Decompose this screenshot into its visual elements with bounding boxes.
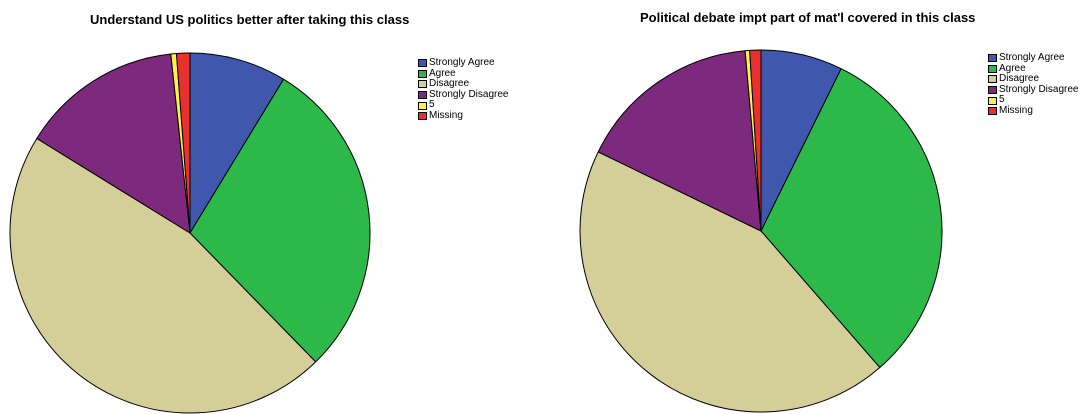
legend-swatch xyxy=(418,101,427,110)
pie-slice-agree xyxy=(189,78,371,363)
pie-chart-svg xyxy=(9,52,371,414)
legend-item-disagree: Disagree xyxy=(988,74,1078,85)
legend-item-missing: Missing xyxy=(418,109,508,122)
legend-label: Missing xyxy=(999,104,1033,116)
legend-swatch xyxy=(988,54,997,63)
legend-label: Agree xyxy=(429,67,456,79)
legend-swatch xyxy=(988,64,997,73)
legend-item-strongly-disagree: Strongly Disagree xyxy=(418,88,509,101)
legend-label: 5 xyxy=(999,94,1005,106)
legend-swatch xyxy=(418,112,427,121)
chart-title: Understand US politics better after taki… xyxy=(90,12,410,27)
legend-label: Disagree xyxy=(999,73,1040,85)
chart-legend: Strongly Agree Agree Disagree Strongly Disa… xyxy=(418,57,509,122)
chart-legend: Strongly Agree Agree Disagree Strongly Disa… xyxy=(988,52,1079,117)
legend-label: Strongly Agree xyxy=(429,57,495,68)
legend-label: Strongly Disagree xyxy=(429,88,509,100)
pie-chart-understand-politics: Understand US politics better after taki… xyxy=(0,0,540,414)
legend-swatch xyxy=(418,69,427,78)
legend-swatch xyxy=(988,86,997,95)
chart-title: Political debate impt part of mat'l cove… xyxy=(640,10,976,25)
legend-item-agree: Agree xyxy=(988,62,1078,75)
legend-swatch xyxy=(418,91,427,100)
legend-item-5: 5 xyxy=(988,95,1078,106)
legend-swatch xyxy=(418,80,427,89)
pie-slice-strongly-disagree xyxy=(597,50,762,232)
pie-slice-strongly-disagree xyxy=(36,53,191,234)
legend-swatch xyxy=(988,75,997,84)
legend-item-strongly-agree: Strongly Agree xyxy=(418,57,508,69)
legend-item-5: 5 xyxy=(418,100,508,111)
legend-label: 5 xyxy=(429,99,435,111)
pie-slice-missing xyxy=(749,49,762,232)
pie-chart-political-debate: Political debate impt part of mat'l cove… xyxy=(540,0,1082,414)
legend-label: Agree xyxy=(999,62,1026,74)
pie-slice-missing xyxy=(175,52,191,234)
legend-label: Strongly Agree xyxy=(999,52,1065,63)
legend-item-strongly-agree: Strongly Agree xyxy=(988,52,1078,64)
legend-swatch xyxy=(418,59,427,68)
pie-slice-disagree xyxy=(579,151,881,413)
pie-chart-svg xyxy=(579,49,943,413)
legend-swatch xyxy=(988,96,997,105)
legend-item-missing: Missing xyxy=(988,104,1078,117)
legend-item-strongly-disagree: Strongly Disagree xyxy=(988,83,1079,96)
legend-label: Missing xyxy=(429,109,463,121)
pie-slice-strongly-agree xyxy=(189,52,285,234)
legend-swatch xyxy=(988,107,997,116)
legend-label: Strongly Disagree xyxy=(999,83,1079,95)
pie-slice-agree xyxy=(760,68,943,369)
legend-label: Disagree xyxy=(429,78,470,90)
legend-item-agree: Agree xyxy=(418,67,508,80)
legend-item-disagree: Disagree xyxy=(418,79,508,90)
pie-slice-disagree xyxy=(9,137,317,414)
